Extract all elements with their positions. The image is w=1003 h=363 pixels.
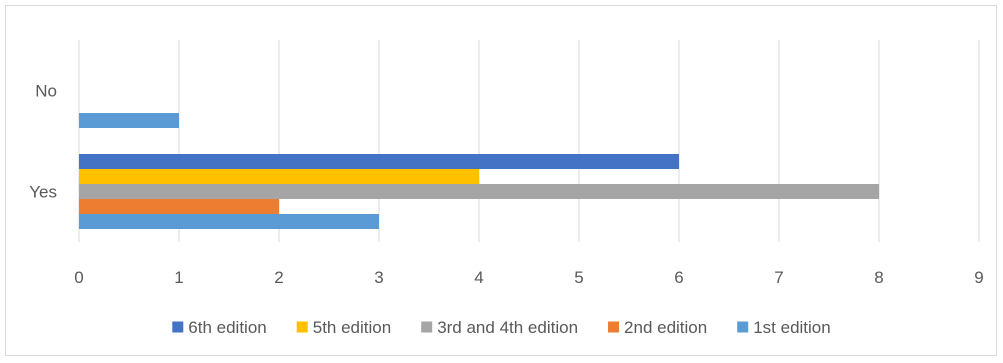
legend-swatch [421,321,433,333]
bars [79,113,879,229]
x-tick-label: 6 [674,268,683,287]
x-tick-label: 7 [774,268,783,287]
legend-item: 3rd and 4th edition [421,318,578,337]
legend-swatch [172,321,184,333]
legend-label: 6th edition [188,318,266,337]
legend-swatch [296,321,308,333]
bar [79,214,379,229]
legend-swatch [737,321,749,333]
y-tick-label: Yes [29,183,57,202]
y-axis-ticks: No Yes [29,82,57,202]
y-tick-label: No [35,82,57,101]
legend-item: 1st edition [737,318,831,337]
legend-swatch [608,321,620,333]
bar [79,113,179,128]
legend-label: 2nd edition [624,318,707,337]
x-tick-label: 8 [874,268,883,287]
bar [79,184,879,199]
legend-item: 2nd edition [608,318,707,337]
bar [79,169,479,184]
legend: 6th edition 5th edition 3rd and 4th editio… [172,318,831,337]
x-tick-label: 2 [274,268,283,287]
bar [79,199,279,214]
x-tick-label: 1 [174,268,183,287]
x-tick-label: 9 [974,268,983,287]
x-tick-label: 3 [374,268,383,287]
legend-label: 3rd and 4th edition [437,318,578,337]
x-tick-label: 0 [74,268,83,287]
x-axis-ticks: 0 1 2 3 4 5 6 7 8 9 [74,268,983,287]
legend-label: 5th edition [313,318,391,337]
x-tick-label: 5 [574,268,583,287]
legend-item: 6th edition [172,318,267,337]
x-tick-label: 4 [474,268,483,287]
bar [79,154,679,169]
legend-label: 1st edition [753,318,831,337]
legend-item: 5th edition [296,318,391,337]
